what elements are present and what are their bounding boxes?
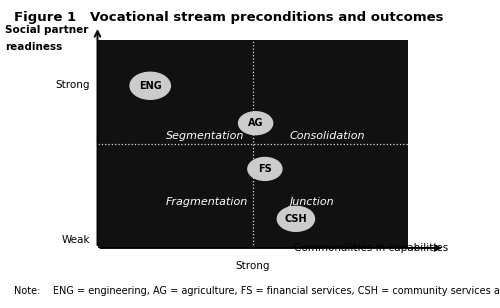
Text: Note:    ENG = engineering, AG = agriculture, FS = financial services, CSH = com: Note: ENG = engineering, AG = agricultur…: [14, 286, 500, 296]
Text: Social partner: Social partner: [5, 26, 88, 35]
Circle shape: [130, 72, 170, 99]
Text: Fragmentation: Fragmentation: [166, 197, 248, 207]
Text: CSH: CSH: [284, 214, 307, 224]
FancyArrowPatch shape: [94, 31, 100, 245]
Text: Figure 1   Vocational stream preconditions and outcomes: Figure 1 Vocational stream preconditions…: [14, 11, 444, 24]
Circle shape: [248, 157, 282, 180]
Text: Strong: Strong: [235, 261, 270, 271]
FancyArrowPatch shape: [100, 245, 440, 251]
Text: AG: AG: [248, 118, 264, 128]
Text: ENG: ENG: [139, 81, 162, 91]
Text: Segmentation: Segmentation: [166, 131, 244, 141]
Circle shape: [238, 112, 272, 135]
Text: Strong: Strong: [56, 80, 90, 90]
Circle shape: [278, 206, 314, 231]
Text: Weak: Weak: [62, 236, 90, 245]
Text: readiness: readiness: [5, 42, 62, 52]
Text: Junction: Junction: [290, 197, 335, 207]
Text: Consolidation: Consolidation: [290, 131, 365, 141]
Text: FS: FS: [258, 164, 272, 174]
Text: Commonalities in capabilities: Commonalities in capabilities: [294, 243, 448, 253]
